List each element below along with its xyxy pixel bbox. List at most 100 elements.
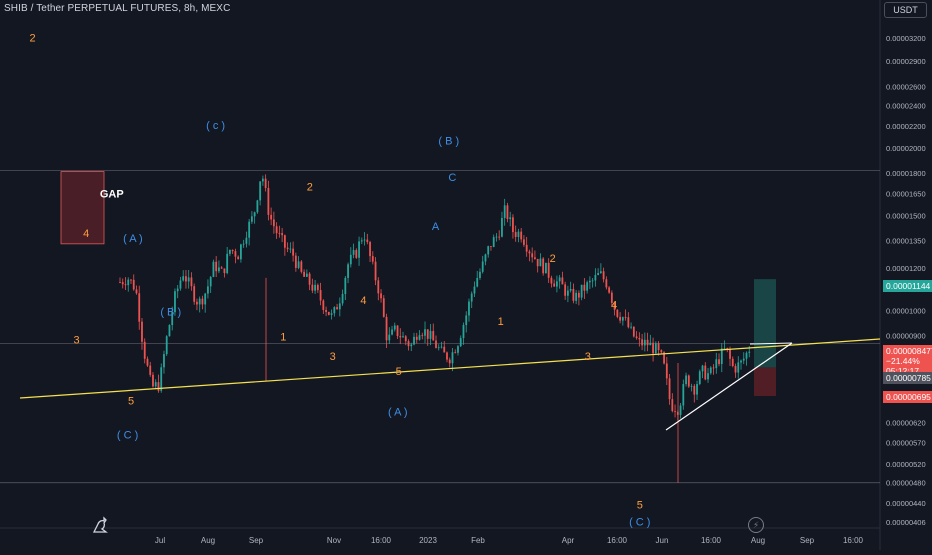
candle-body	[363, 239, 366, 241]
candle-body	[693, 385, 696, 395]
candle-body	[729, 349, 731, 359]
candle-body	[418, 335, 421, 340]
candle-body	[193, 286, 196, 302]
wave-label: 4	[83, 228, 89, 240]
candle-body	[187, 277, 190, 282]
candle-body	[731, 358, 734, 367]
candle-body	[429, 330, 432, 339]
candle-body	[327, 311, 330, 315]
candle-body	[377, 280, 380, 294]
candle-body	[553, 283, 556, 287]
candle-body	[388, 334, 391, 341]
candle-body	[503, 205, 506, 218]
candle-body	[399, 336, 402, 338]
candle-body	[470, 293, 473, 302]
candle-body	[536, 258, 539, 267]
candle-body	[253, 212, 256, 217]
currency-selector[interactable]: USDT	[884, 2, 927, 18]
candle-body	[657, 343, 660, 351]
candle-body	[163, 354, 165, 368]
candle-body	[143, 341, 146, 359]
y-tick-label: 0.00000900	[886, 331, 926, 340]
candle-body	[594, 274, 597, 281]
candle-body	[369, 241, 371, 257]
candle-body	[325, 309, 327, 312]
candle-body	[577, 292, 580, 298]
wave-label: 1	[280, 332, 286, 344]
candle-body	[121, 282, 124, 285]
candle-body	[171, 312, 174, 326]
candle-body	[643, 339, 646, 346]
candle-body	[726, 347, 729, 350]
candle-body	[344, 277, 347, 294]
candle-body	[341, 293, 344, 304]
gap-box	[60, 171, 105, 245]
candle-body	[256, 200, 259, 213]
candle-body	[509, 217, 512, 220]
wave-label: ( A )	[123, 233, 143, 245]
tradingview-logo-icon[interactable]	[90, 514, 112, 536]
candle-body	[613, 302, 616, 310]
y-tick-label: 0.00000520	[886, 460, 926, 469]
candle-body	[424, 329, 426, 336]
candle-body	[286, 247, 289, 249]
x-tick-label: 16:00	[607, 536, 628, 545]
candle-body	[272, 219, 275, 227]
candle-body	[517, 231, 520, 238]
candle-body	[421, 335, 424, 336]
candle-body	[649, 342, 652, 346]
candle-body	[674, 411, 676, 412]
candle-body	[745, 352, 748, 359]
candle-body	[476, 277, 479, 287]
trendline-triangle-upper	[749, 342, 793, 345]
target-price-tag: 0.00001144	[883, 280, 932, 292]
y-tick-label: 0.00002200	[886, 122, 926, 131]
candle-body	[490, 246, 492, 248]
candle-body	[718, 359, 720, 365]
wave-label: 3	[585, 351, 591, 363]
candle-body	[723, 347, 726, 349]
x-tick-label: 2023	[419, 536, 437, 545]
candle-body	[355, 250, 358, 258]
candle-body	[566, 290, 569, 296]
wave-label: ( C )	[117, 429, 138, 441]
candle-body	[347, 264, 349, 278]
candle-body	[176, 288, 179, 292]
candle-body	[149, 365, 152, 375]
candle-body	[407, 341, 410, 347]
trendline-lower-support	[19, 338, 881, 399]
candle-body	[479, 271, 481, 278]
candle-body	[534, 257, 536, 259]
x-tick-label: Feb	[471, 536, 485, 545]
lightning-icon[interactable]: ⚡	[748, 517, 764, 533]
x-tick-label: Aug	[201, 536, 215, 545]
candle-body	[308, 273, 311, 285]
y-tick-label: 0.00000570	[886, 438, 926, 447]
candle-body	[264, 178, 267, 189]
candle-body	[322, 300, 325, 310]
candle-body	[481, 261, 484, 272]
candle-body	[209, 276, 212, 287]
candle-body	[432, 330, 435, 341]
candle-body	[588, 280, 591, 283]
candle-body	[382, 298, 385, 317]
y-tick-label: 0.00001350	[886, 236, 926, 245]
candle-body	[685, 375, 687, 385]
candle-body	[413, 336, 415, 345]
candle-body	[185, 276, 187, 282]
candle-body	[564, 284, 567, 296]
candle-body	[270, 214, 273, 220]
candle-body	[627, 317, 630, 328]
candle-body	[380, 293, 382, 299]
candle-body	[707, 373, 709, 380]
candle-body	[404, 336, 407, 342]
current-change-value: −21.44%	[886, 356, 920, 366]
candle-body	[124, 284, 127, 286]
candle-body	[501, 217, 503, 237]
candle-body	[663, 352, 665, 364]
candle-body	[198, 298, 201, 305]
candle-body	[558, 277, 561, 282]
wave-label: C	[448, 172, 456, 184]
